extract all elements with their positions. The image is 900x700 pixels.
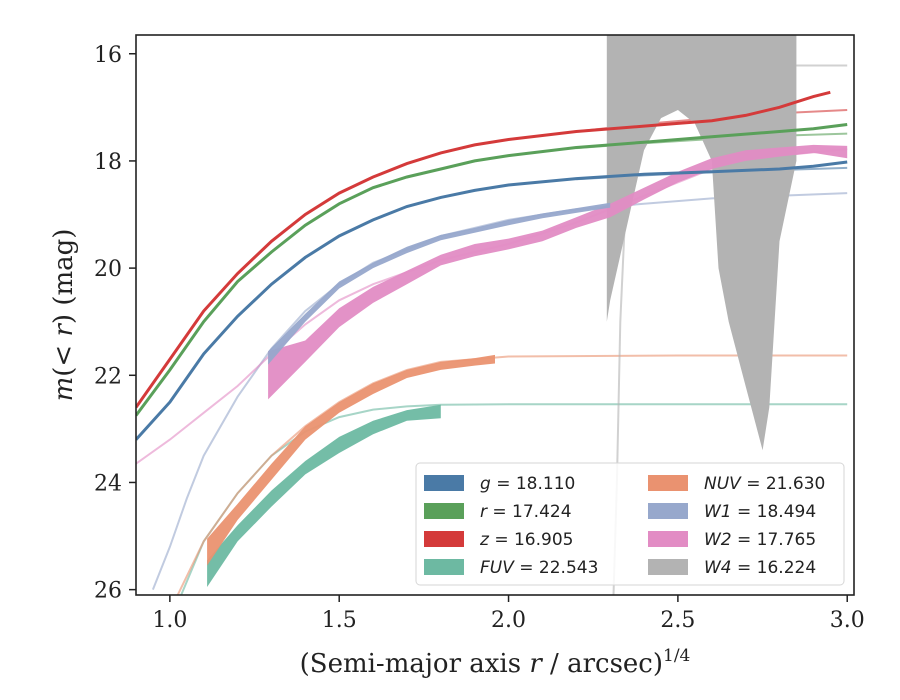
legend-box xyxy=(415,462,845,586)
legend: g = 18.110 r = 17.424 z = 16.905 FUV = 22.5… xyxy=(415,462,845,586)
band-fuv xyxy=(207,404,441,587)
x-tick-label: 2.5 xyxy=(660,608,695,633)
model-curve-w2 xyxy=(136,148,848,465)
legend-label-r: r = 17.424 xyxy=(480,502,572,522)
legend-label-g: g = 18.110 xyxy=(480,474,575,494)
x-tick-label: 3.0 xyxy=(830,608,865,633)
series-layer xyxy=(136,35,848,595)
legend-swatch-w1 xyxy=(648,503,688,519)
y-tick-label: 20 xyxy=(94,257,122,282)
legend-label-fuv: FUV = 22.543 xyxy=(480,558,598,578)
legend-swatch-nuv xyxy=(648,475,688,491)
legend-label-w2: W2 = 17.765 xyxy=(704,530,816,550)
legend-swatch-r xyxy=(424,503,464,519)
band-nuv xyxy=(207,354,495,566)
y-axis-label: m(< r) (mag) xyxy=(49,229,79,402)
legend-swatch-g xyxy=(424,475,464,491)
series-line-r xyxy=(136,123,848,417)
x-tick-label: 2.0 xyxy=(491,608,526,633)
y-tick-label: 22 xyxy=(94,364,122,389)
y-tick-label: 26 xyxy=(94,579,122,604)
y-tick-label: 18 xyxy=(94,150,122,175)
legend-label-z: z = 16.905 xyxy=(479,530,573,550)
legend-swatch-fuv xyxy=(424,559,464,575)
x-axis-label: (Semi-major axis r / arcsec)1/4 xyxy=(300,646,691,679)
band-w4 xyxy=(606,35,797,451)
legend-label-nuv: NUV = 21.630 xyxy=(704,474,825,494)
legend-swatch-w4 xyxy=(648,559,688,575)
series-line-z xyxy=(136,90,831,409)
y-tick-label: 24 xyxy=(94,471,122,496)
x-tick-label: 1.5 xyxy=(322,608,357,633)
y-tick-label: 16 xyxy=(94,43,122,68)
series-line-g xyxy=(136,160,848,441)
ticks-layer: 1.0 1.5 2.0 2.5 3.0 16 18 20 22 24 26 xyxy=(94,43,865,633)
legend-swatch-w2 xyxy=(648,531,688,547)
plot-frame xyxy=(135,34,855,596)
legend-label-w1: W1 = 18.494 xyxy=(704,502,816,522)
legend-swatch-z xyxy=(424,531,464,547)
x-tick-label: 1.0 xyxy=(152,608,187,633)
legend-label-w4: W4 = 16.224 xyxy=(704,558,816,578)
